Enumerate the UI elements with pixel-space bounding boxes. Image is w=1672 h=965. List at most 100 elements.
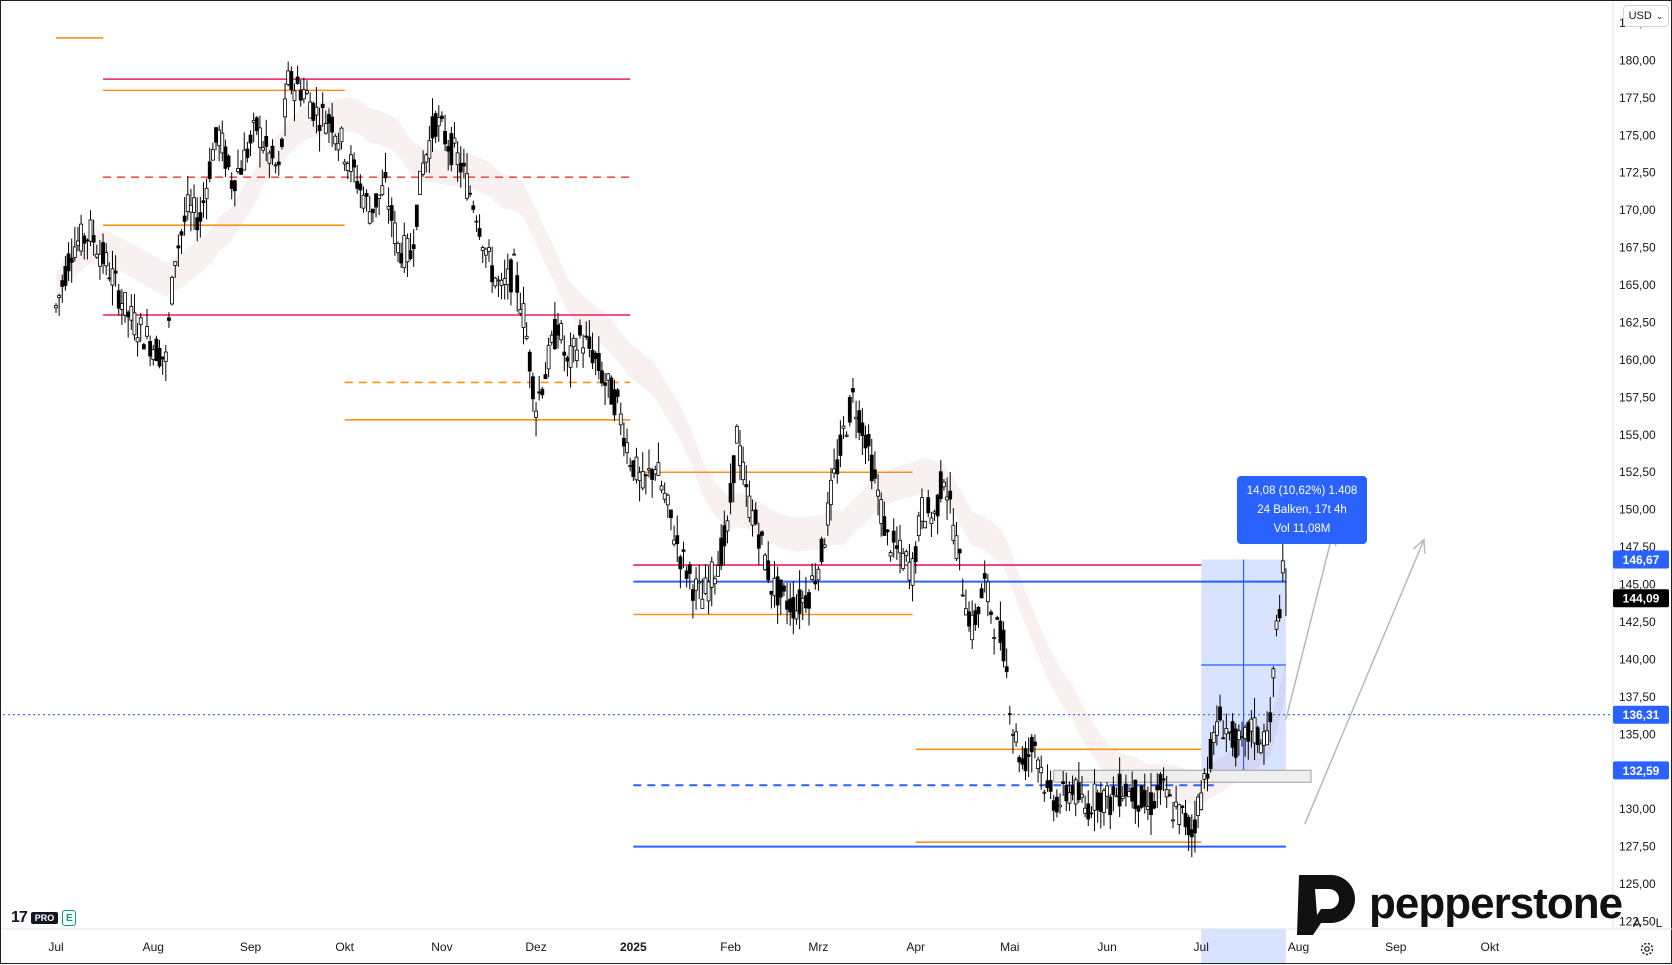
candle-body	[163, 351, 168, 362]
candle-body	[182, 215, 187, 222]
candle-body	[305, 90, 309, 94]
tv-pro-badge: PRO	[30, 912, 59, 924]
candle-body	[1174, 801, 1179, 807]
candle-body	[1262, 731, 1266, 746]
candle-body	[807, 592, 811, 609]
candle-body	[584, 335, 589, 338]
candle-body	[656, 462, 661, 476]
candle-body	[358, 183, 363, 191]
candle-body	[1258, 743, 1263, 754]
candle-body	[446, 146, 451, 152]
candle-body	[110, 268, 115, 286]
candle-body	[129, 306, 134, 321]
candle-body	[957, 548, 962, 554]
candle-body	[546, 344, 551, 370]
candle-body	[119, 303, 124, 310]
candle-body	[1083, 807, 1088, 814]
candle-body	[185, 194, 190, 212]
candle-body	[603, 382, 607, 386]
price-tick-label: 155,00	[1619, 428, 1656, 442]
candle-body	[135, 337, 140, 343]
candle-body	[352, 159, 356, 168]
tradingview-logo[interactable]: 17 PRO E	[11, 909, 77, 927]
candle-body	[308, 101, 313, 119]
candle-body	[697, 581, 702, 584]
candle-body	[123, 292, 127, 316]
candle-body	[505, 268, 510, 286]
candle-body	[242, 149, 247, 171]
candle-body	[1155, 785, 1160, 791]
candle-body	[1089, 812, 1094, 815]
candle-body	[1042, 791, 1047, 794]
candle-body	[418, 170, 422, 195]
candle-body	[998, 620, 1003, 643]
candle-body	[1208, 738, 1213, 769]
candle-body	[1139, 785, 1144, 808]
candle-body	[709, 561, 714, 588]
candle-body	[1183, 812, 1188, 828]
consolidation-box	[1053, 769, 1312, 783]
candle-body	[672, 539, 677, 545]
candle-body	[650, 469, 655, 480]
candle-body	[1067, 792, 1072, 804]
candle-body	[945, 496, 949, 501]
time-tick-label: Jun	[1097, 940, 1116, 954]
candle-body	[342, 161, 347, 165]
candle-body	[66, 253, 71, 272]
settings-button[interactable]	[1637, 939, 1657, 959]
price-tick-label: 152,50	[1619, 465, 1656, 479]
candle-body	[157, 347, 162, 367]
candle-body	[854, 416, 858, 420]
price-tick-label: 170,00	[1619, 203, 1656, 217]
candle-body	[970, 614, 975, 641]
chevron-down-icon: ⌄	[1655, 10, 1664, 21]
candle-body	[618, 413, 623, 426]
candle-body	[835, 459, 840, 475]
candle-body	[258, 127, 262, 148]
candle-body	[559, 323, 564, 341]
candle-body	[239, 167, 244, 175]
currency-selector[interactable]: USD ⌄	[1623, 5, 1669, 27]
auto-scale-toggle[interactable]: A	[1632, 916, 1641, 930]
price-tick-label: 137,50	[1619, 690, 1656, 704]
price-tick-label: 130,00	[1619, 802, 1656, 816]
candle-body	[788, 598, 793, 613]
candle-body	[189, 204, 193, 213]
price-badge-label: 146,67	[1623, 553, 1660, 567]
candle-body	[942, 481, 946, 488]
candle-body	[537, 391, 542, 394]
candle-body	[891, 530, 896, 543]
candle-body	[226, 155, 231, 168]
candle-body	[1114, 795, 1119, 798]
candle-body	[63, 265, 68, 286]
price-tick-label: 157,50	[1619, 390, 1656, 404]
time-tick-label: Mai	[1000, 940, 1019, 954]
time-tick-label: Apr	[906, 940, 925, 954]
candle-body	[367, 211, 372, 224]
measure-change: 14,08 (10,62%) 1.408	[1246, 485, 1358, 497]
candle-body	[173, 261, 178, 266]
candle-body	[512, 253, 516, 256]
candle-body	[461, 162, 466, 167]
candle-body	[772, 577, 777, 597]
candle-body	[1189, 829, 1194, 838]
candle-body	[1265, 730, 1270, 746]
candle-body	[527, 351, 532, 372]
candle-body	[816, 568, 821, 581]
candle-body	[323, 123, 328, 134]
candle-body	[703, 577, 708, 594]
candle-body	[330, 116, 335, 133]
candle-body	[989, 611, 993, 615]
candle-body	[524, 335, 529, 339]
candle-body	[888, 552, 893, 557]
candle-body	[744, 484, 749, 488]
log-scale-toggle[interactable]: L	[1655, 916, 1663, 930]
candle-body	[336, 142, 341, 151]
candle-body	[587, 336, 592, 349]
candle-body	[722, 525, 727, 547]
candle-body	[1124, 783, 1128, 797]
candle-body	[662, 492, 667, 500]
candle-body	[1236, 730, 1241, 741]
